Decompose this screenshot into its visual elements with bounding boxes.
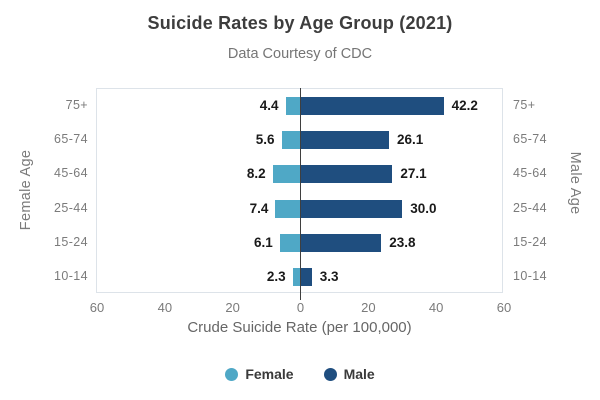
legend-swatch-male [323, 367, 337, 381]
bar-male [300, 233, 382, 252]
x-tick-label: 20 [225, 300, 240, 315]
category-label-left: 25-44 [54, 200, 88, 215]
value-label-male: 23.8 [389, 234, 416, 250]
legend-item-female[interactable]: Female [225, 366, 294, 382]
x-axis-title: Crude Suicide Rate (per 100,000) [187, 319, 412, 336]
plot-area: 4.4 42.2 5.6 26.1 8.2 27.1 7.4 30.0 6.1 23.8 2.3 3.… [90, 88, 511, 315]
bar-female [292, 267, 301, 286]
bar-male [300, 97, 444, 116]
female-category-axis: 75+ 65-74 45-64 25-44 15-24 10-14 [0, 88, 88, 293]
value-label-female: 5.6 [255, 132, 275, 148]
category-label-right: 10-14 [513, 268, 547, 283]
value-label-male: 27.1 [400, 166, 427, 182]
x-tick-label: 20 [361, 300, 376, 315]
bar-female [272, 165, 301, 184]
chart-subtitle: Data Courtesy of CDC [227, 46, 373, 62]
value-label-male: 30.0 [410, 200, 437, 216]
category-label-left: 65-74 [54, 132, 88, 147]
bar-male [300, 131, 390, 150]
legend-label-male: Male [343, 366, 375, 382]
category-label-right: 45-64 [513, 166, 547, 181]
bar-female [279, 233, 301, 252]
male-category-axis: 75+ 65-74 45-64 25-44 15-24 10-14 [513, 88, 600, 293]
category-label-left: 75+ [65, 98, 88, 113]
bar-female [281, 131, 301, 150]
bar-female [275, 199, 301, 218]
category-label-left: 45-64 [54, 166, 88, 181]
category-label-right: 75+ [513, 98, 536, 113]
legend-item-male[interactable]: Male [323, 366, 375, 382]
value-label-female: 4.4 [259, 98, 279, 114]
category-label-right: 25-44 [513, 200, 547, 215]
value-label-male: 42.2 [451, 98, 478, 114]
value-label-female: 8.2 [246, 166, 266, 182]
value-label-female: 2.3 [266, 268, 286, 284]
value-label-female: 7.4 [249, 200, 269, 216]
bar-male [300, 199, 403, 218]
legend-label-female: Female [245, 366, 294, 382]
legend: Female Male [0, 366, 600, 382]
x-tick-label: 40 [157, 300, 173, 315]
x-tick-label: 60 [89, 300, 105, 315]
x-tick-label: 40 [428, 300, 444, 315]
category-label-left: 15-24 [54, 234, 88, 249]
category-label-right: 65-74 [513, 132, 547, 147]
center-axis-line [299, 88, 302, 300]
bar-female [285, 97, 301, 116]
bar-male [300, 267, 312, 286]
category-label-left: 10-14 [54, 268, 88, 283]
x-tick-label: 60 [496, 300, 512, 315]
chart-title: Suicide Rates by Age Group (2021) [147, 13, 453, 33]
value-label-female: 6.1 [254, 234, 273, 250]
value-label-male: 26.1 [397, 132, 424, 148]
category-label-right: 15-24 [513, 234, 547, 249]
x-tick-label: 0 [296, 300, 305, 315]
legend-swatch-female [225, 367, 239, 381]
bar-male [300, 165, 393, 184]
value-label-male: 3.3 [319, 268, 339, 284]
